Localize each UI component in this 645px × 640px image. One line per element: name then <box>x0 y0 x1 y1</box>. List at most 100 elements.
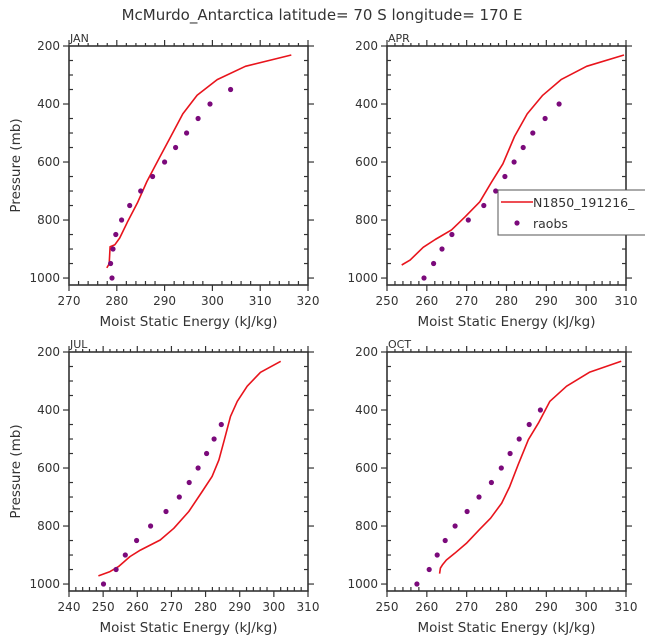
legend-label-raobs: raobs <box>533 216 568 231</box>
raobs-point <box>520 144 526 151</box>
y-axis-label: Pressure (mb) <box>8 118 24 212</box>
panel-label: JAN <box>69 32 89 45</box>
y-tick-label: 1000 <box>29 271 60 285</box>
data-layer <box>414 360 622 587</box>
raobs-point <box>537 407 544 413</box>
data-layer <box>98 360 282 587</box>
panel-oct: 250 260 270 280 290 300 310 200 400 600 800 1000 Moi… <box>347 338 637 636</box>
raobs-point <box>195 115 201 122</box>
model-line <box>106 54 292 269</box>
raobs-point <box>442 537 448 544</box>
raobs-point <box>184 130 190 136</box>
raobs-point <box>449 231 455 238</box>
x-tick-label: 270 <box>455 294 478 308</box>
raobs-point <box>218 421 224 428</box>
x-tick-label: 270 <box>58 294 81 308</box>
x-tick-label: 260 <box>415 294 438 308</box>
raobs-point <box>498 465 504 471</box>
raobs-point <box>431 260 437 267</box>
y-tick-label: 1000 <box>347 271 378 285</box>
figure-title: McMurdo_Antarctica latitude= 70 S longit… <box>122 6 523 25</box>
plot-frame <box>386 45 627 286</box>
x-tick-label: 300 <box>575 600 598 614</box>
y-tick-label: 600 <box>37 461 60 475</box>
raobs-point <box>228 86 234 93</box>
raobs-point <box>434 552 440 558</box>
legend: N1850_191216_raobs <box>497 189 645 236</box>
raobs-point <box>511 159 517 165</box>
raobs-point <box>163 508 169 515</box>
raobs-point <box>134 537 140 544</box>
raobs-point <box>122 552 128 558</box>
y-tick-label: 800 <box>355 213 378 227</box>
raobs-point <box>110 246 116 252</box>
y-tick-label: 400 <box>37 97 60 111</box>
data-layer <box>106 54 292 281</box>
y-axis-label: Pressure (mb) <box>8 424 24 518</box>
raobs-point <box>439 246 445 252</box>
y-tick-label: 400 <box>355 97 378 111</box>
raobs-point <box>195 465 201 471</box>
x-tick-label: 290 <box>535 294 558 308</box>
x-tick-label: 250 <box>376 600 399 614</box>
y-tick-label: 400 <box>37 403 60 417</box>
panel-label: JUL <box>69 338 88 351</box>
y-tick-label: 800 <box>37 213 60 227</box>
raobs-point <box>452 523 458 529</box>
raobs-point <box>530 130 536 136</box>
y-tick-label: 200 <box>37 345 60 359</box>
raobs-point <box>127 202 133 209</box>
y-tick-label: 600 <box>37 155 60 169</box>
ticks <box>63 40 314 291</box>
model-line <box>438 360 622 574</box>
raobs-point <box>426 566 432 573</box>
legend-label-model: N1850_191216_ <box>533 195 635 210</box>
raobs-point <box>556 101 562 107</box>
x-tick-label: 300 <box>262 600 285 614</box>
raobs-point <box>204 450 210 457</box>
raobs-point <box>421 275 427 281</box>
x-tick-label: 270 <box>160 600 183 614</box>
raobs-point <box>162 159 168 165</box>
raobs-point <box>414 581 420 587</box>
legend-box <box>497 189 645 236</box>
x-axis-label: Moist Static Energy (kJ/kg) <box>418 314 596 330</box>
x-tick-label: 310 <box>615 294 638 308</box>
x-tick-label: 300 <box>201 294 224 308</box>
plot-frame <box>68 45 309 286</box>
panel-jan: 270 280 290 300 310 320 200 400 600 800 1000 Moist … <box>8 32 319 330</box>
x-tick-label: 290 <box>228 600 251 614</box>
y-tick-label: 600 <box>355 461 378 475</box>
raobs-point <box>119 217 125 223</box>
raobs-point <box>186 479 192 486</box>
x-axis-label: Moist Static Energy (kJ/kg) <box>100 314 278 330</box>
x-tick-label: 290 <box>153 294 176 308</box>
panel-label: OCT <box>388 338 411 351</box>
y-tick-label: 800 <box>355 519 378 533</box>
x-tick-label: 250 <box>376 294 399 308</box>
panel-apr: 250 260 270 280 290 300 310 200 400 600 800 1000 Moi… <box>347 32 645 330</box>
x-tick-label: 240 <box>58 600 81 614</box>
raobs-point <box>150 173 156 180</box>
y-tick-label: 1000 <box>29 577 60 591</box>
raobs-point <box>207 101 213 107</box>
raobs-point <box>176 494 182 500</box>
raobs-point <box>465 217 471 223</box>
raobs-point <box>464 508 470 515</box>
x-axis-label: Moist Static Energy (kJ/kg) <box>100 620 278 636</box>
raobs-point <box>488 479 494 486</box>
raobs-point <box>516 436 522 442</box>
x-tick-label: 260 <box>415 600 438 614</box>
raobs-point <box>542 115 548 122</box>
raobs-point <box>502 173 508 180</box>
x-tick-label: 310 <box>249 294 272 308</box>
y-tick-label: 400 <box>355 403 378 417</box>
ticks <box>381 40 632 291</box>
ticks <box>381 346 632 597</box>
legend-marker-swatch <box>514 220 520 226</box>
raobs-point <box>507 450 513 457</box>
x-tick-label: 300 <box>575 294 598 308</box>
raobs-point <box>173 144 179 151</box>
y-tick-label: 200 <box>355 345 378 359</box>
